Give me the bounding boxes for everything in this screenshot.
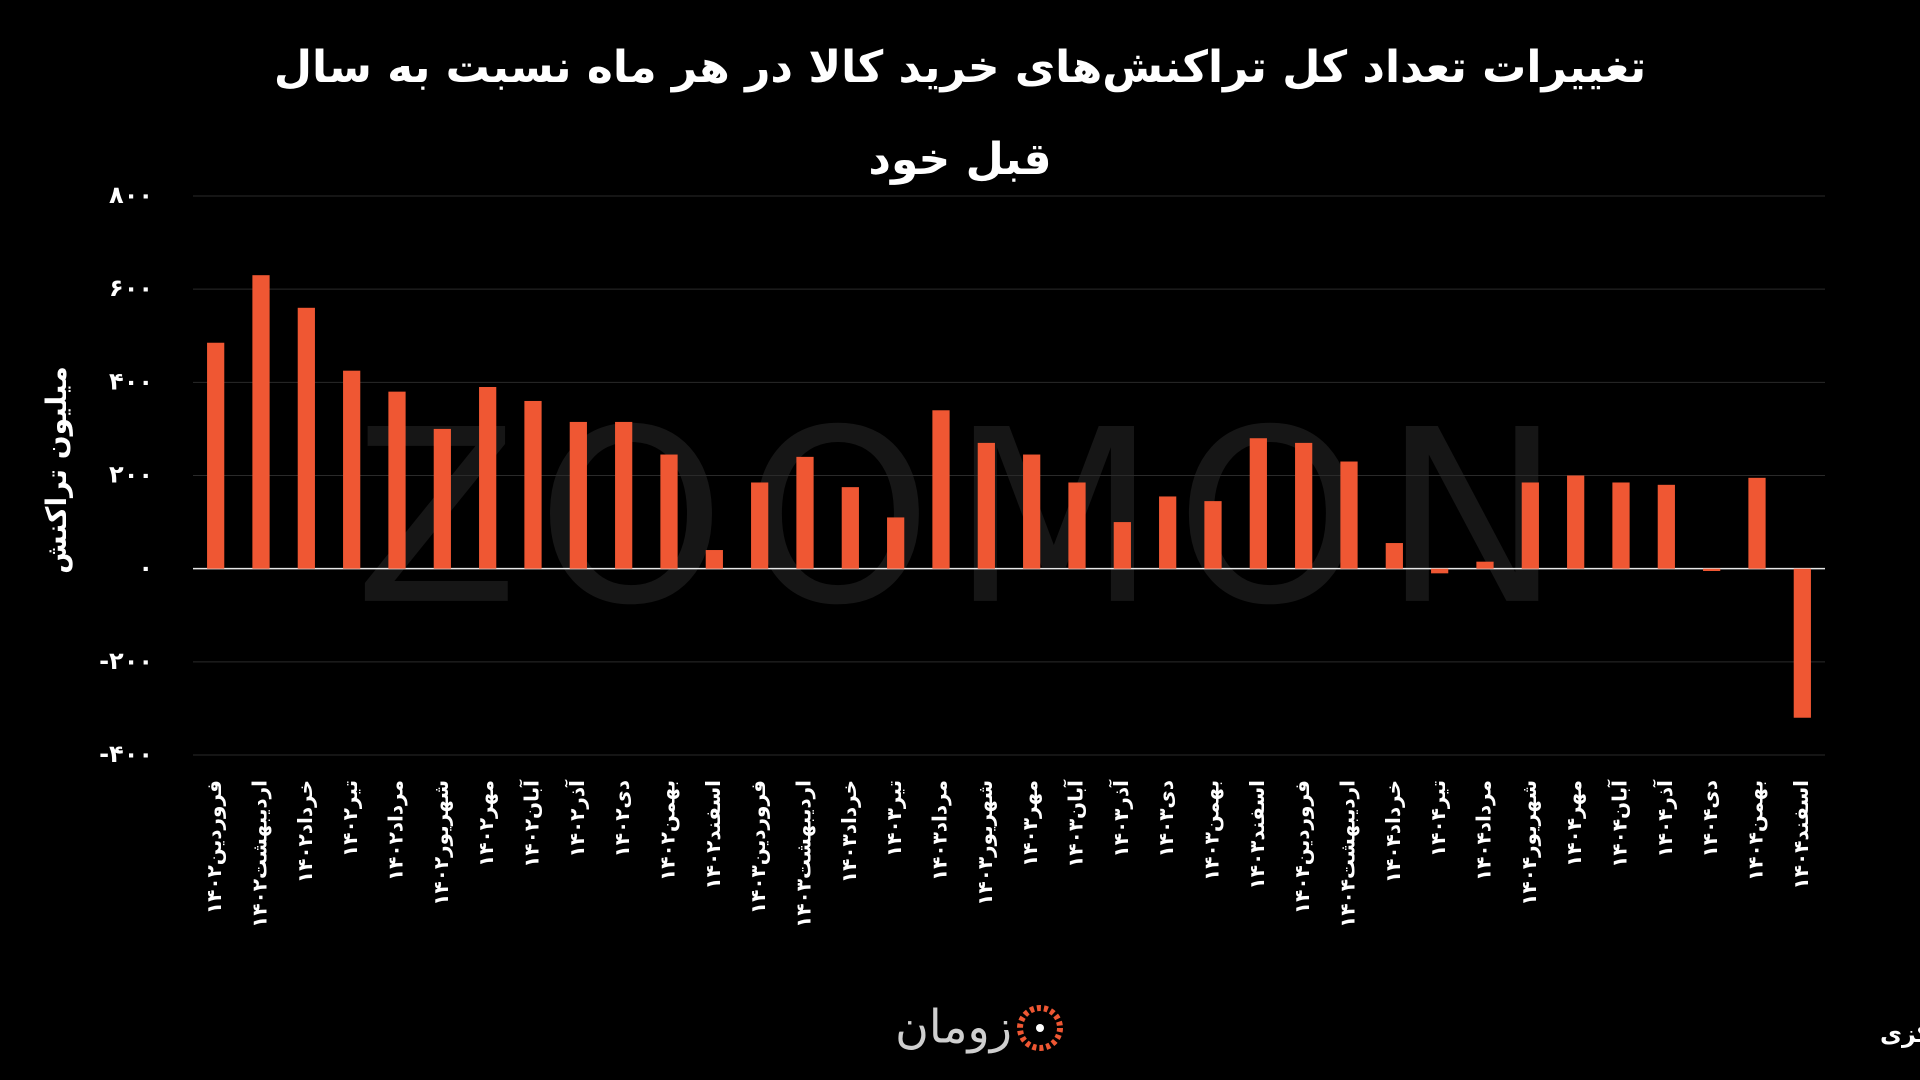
bar: [615, 421, 633, 569]
x-tick-label: خرداد۱۴۰۲: [293, 780, 317, 883]
bar: [343, 370, 361, 569]
bar: [207, 342, 225, 569]
logo-text: زومان: [895, 1000, 1012, 1055]
bar: [932, 410, 950, 569]
x-tick-label: آبان۱۴۰۲: [519, 779, 544, 868]
x-tick-label: شهریور۱۴۰۲: [429, 780, 453, 906]
x-tick-label: خرداد۱۴۰۴: [1381, 780, 1405, 883]
x-tick-label: آذر۱۴۰۳: [1108, 779, 1133, 858]
bar: [569, 421, 587, 569]
source: منبع: آمارهای شاپرک بانک مرکزی: [1880, 1019, 1920, 1048]
x-tick-label: فروردین۱۴۰۲: [202, 780, 226, 914]
bar: [479, 386, 497, 569]
x-tick-label: فروردین۱۴۰۴: [1290, 780, 1314, 914]
y-tick-label: ۸۰۰: [109, 181, 153, 209]
x-tick-label: مهر۱۴۰۳: [1018, 780, 1042, 867]
x-tick-label: فروردین۱۴۰۳: [746, 780, 770, 914]
x-tick-label: بهمن۱۴۰۴: [1744, 780, 1768, 881]
bar: [1793, 568, 1811, 718]
x-tick-label: آذر۱۴۰۲: [564, 779, 589, 858]
bar: [1295, 442, 1313, 569]
x-tick-label: اردیبهشت۱۴۰۳: [792, 780, 816, 928]
x-tick-label: شهریور۱۴۰۳: [973, 780, 997, 906]
x-tick-label: خرداد۱۴۰۳: [837, 780, 861, 883]
bar: [1023, 454, 1041, 569]
y-tick-label: -۴۰۰: [99, 740, 153, 768]
x-tick-label: بهمن۱۴۰۲: [656, 780, 680, 881]
x-tick-label: بهمن۱۴۰۳: [1200, 780, 1224, 881]
bar: [751, 482, 769, 569]
x-tick-label: مرداد۱۴۰۲: [384, 780, 408, 881]
x-tick-label: اردیبهشت۱۴۰۲: [248, 780, 272, 928]
y-tick-label: ۴۰۰: [109, 367, 153, 395]
bar: [1068, 482, 1086, 569]
x-tick-label: آبان۱۴۰۳: [1063, 779, 1088, 868]
bar: [1612, 482, 1630, 569]
x-tick-label: اسفند۱۴۰۳: [1245, 780, 1269, 889]
bar: [1431, 568, 1449, 574]
x-tick-label: شهریور۱۴۰۴: [1517, 780, 1541, 906]
bar: [841, 487, 859, 569]
x-tick-label: مرداد۱۴۰۴: [1472, 780, 1496, 881]
bar: [977, 442, 995, 569]
x-tick-label: اسفند۱۴۰۴: [1789, 780, 1813, 889]
bar: [1113, 522, 1131, 569]
bar: [524, 400, 542, 569]
logo-icon: [1017, 1005, 1063, 1051]
bar: [433, 428, 451, 569]
y-tick-label: -۲۰۰: [99, 647, 153, 675]
y-tick-label: ۶۰۰: [109, 274, 153, 302]
x-tick-label: آذر۱۴۰۴: [1652, 779, 1677, 858]
bar: [1204, 501, 1222, 569]
x-tick-label: اردیبهشت۱۴۰۴: [1336, 780, 1360, 928]
watermark: ZOOMON: [354, 378, 1580, 658]
bar: [252, 275, 270, 569]
x-tick-label: تیر۱۴۰۳: [882, 780, 906, 857]
x-tick-label: تیر۱۴۰۲: [338, 780, 362, 857]
x-tick-label: دی۱۴۰۴: [1698, 780, 1722, 857]
bar: [660, 454, 678, 569]
chart-title: تغییرات تعداد کل تراکنش‌های خرید کالا در…: [273, 42, 1647, 185]
bar: [1249, 438, 1267, 569]
bar: [796, 456, 814, 569]
x-tick-label: دی۱۴۰۲: [610, 780, 634, 857]
bar: [1385, 543, 1403, 569]
x-tick-label: مهر۱۴۰۲: [474, 780, 498, 867]
x-tick-label: آبان۱۴۰۴: [1607, 779, 1632, 868]
bar: [1567, 475, 1585, 569]
bar: [1159, 496, 1177, 569]
bar: [297, 307, 315, 569]
bar: [1703, 568, 1721, 571]
bar: [388, 391, 406, 569]
bar: [1476, 561, 1494, 569]
x-tick-label: مرداد۱۴۰۳: [928, 780, 952, 881]
y-tick-label: ۲۰۰: [109, 461, 153, 489]
bar: [1748, 477, 1766, 569]
x-tick-label: تیر۱۴۰۴: [1426, 780, 1450, 857]
x-tick-label: مهر۱۴۰۴: [1562, 780, 1586, 867]
bar: [1657, 484, 1675, 569]
y-tick-label: ۰: [138, 554, 153, 582]
bar: [1340, 461, 1358, 569]
bar: [705, 550, 723, 569]
bar: [1521, 482, 1539, 569]
x-tick-label: اسفند۱۴۰۲: [701, 780, 725, 889]
bar: [887, 517, 905, 569]
y-axis-label: میلیون تراکنش: [40, 366, 73, 574]
x-tick-label: دی۱۴۰۳: [1154, 780, 1178, 857]
